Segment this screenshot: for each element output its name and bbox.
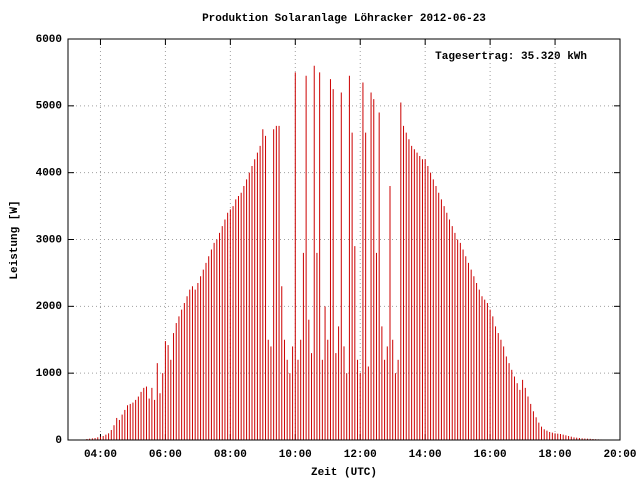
y-tick-label: 5000 xyxy=(36,101,62,113)
plot-frame xyxy=(67,38,621,441)
x-tick-label: 10:00 xyxy=(279,449,312,461)
annotation: Tagesertrag: 35.320 kWh xyxy=(435,51,587,63)
y-tick-label: 6000 xyxy=(36,34,62,46)
chart-title: Produktion Solaranlage Löhracker 2012-06… xyxy=(202,13,486,25)
x-tick-label: 20:00 xyxy=(603,449,636,461)
y-tick-label: 2000 xyxy=(36,301,62,313)
y-tick-label: 1000 xyxy=(36,368,62,380)
y-tick-label: 4000 xyxy=(36,168,62,180)
x-tick-label: 04:00 xyxy=(84,449,117,461)
x-tick-label: 06:00 xyxy=(149,449,182,461)
x-axis-label: Zeit (UTC) xyxy=(311,467,377,479)
x-tick-label: 12:00 xyxy=(344,449,377,461)
x-tick-label: 18:00 xyxy=(539,449,572,461)
y-tick-label: 0 xyxy=(55,435,62,447)
x-tick-label: 16:00 xyxy=(474,449,507,461)
x-tick-label: 08:00 xyxy=(214,449,247,461)
y-axis-label: Leistung [W] xyxy=(9,200,21,279)
x-tick-label: 14:00 xyxy=(409,449,442,461)
y-tick-label: 3000 xyxy=(36,234,62,246)
